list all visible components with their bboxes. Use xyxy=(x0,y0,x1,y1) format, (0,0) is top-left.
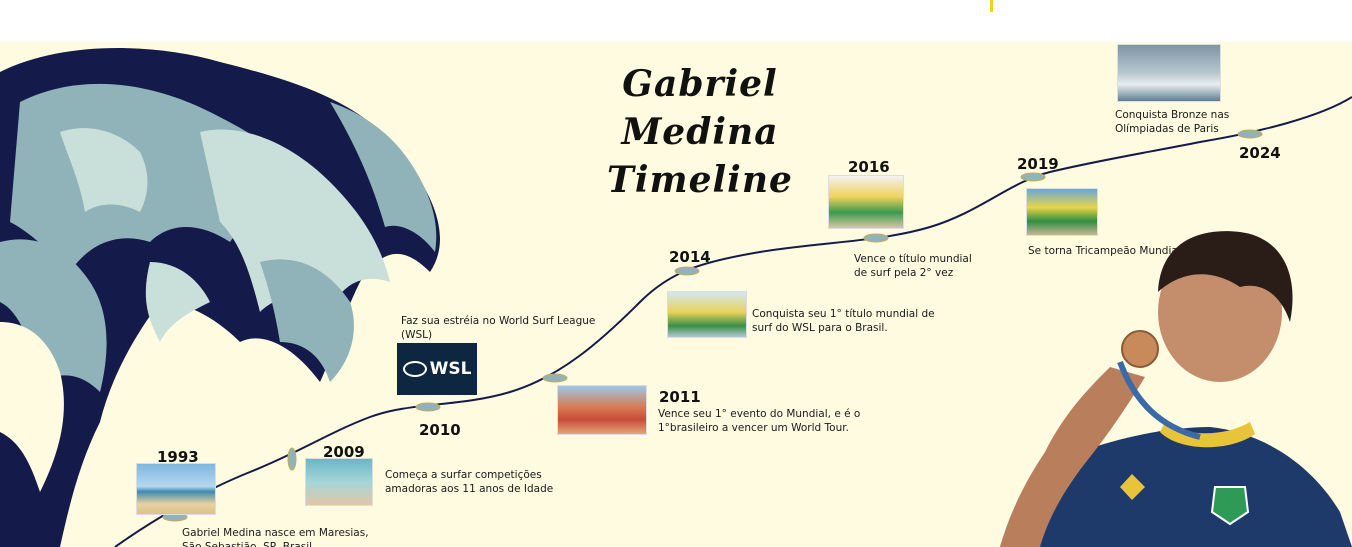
photo-beach-1993 xyxy=(136,463,216,515)
photo-young-surfer-2009 xyxy=(305,458,373,506)
page-title: Gabriel Medina Timeline xyxy=(540,60,860,204)
event-2016-text: Vence o título mundial de surf pela 2° v… xyxy=(854,253,972,279)
marker-2019 xyxy=(1020,172,1046,182)
marker-2009 xyxy=(287,447,297,471)
title-line-2: Timeline xyxy=(607,159,793,201)
photo-celebration-2011 xyxy=(557,385,647,435)
wsl-logo: WSL xyxy=(397,343,477,395)
timeline-path xyxy=(114,96,1352,547)
event-1993-text: Gabriel Medina nasce em Maresias, São Se… xyxy=(182,527,369,547)
event-2010-text: Faz sua estréia no World Surf League (WS… xyxy=(401,315,596,341)
marker-2016 xyxy=(863,233,889,243)
title-line-1: Gabriel Medina xyxy=(621,63,779,153)
year-1993: 1993 xyxy=(157,448,199,466)
event-2009-text: Começa a surfar competições amadoras aos… xyxy=(385,469,554,495)
event-2011-text: Vence seu 1° evento do Mundial, e é o 1°… xyxy=(658,408,861,434)
year-2019: 2019 xyxy=(1017,155,1059,173)
photo-champion-2014 xyxy=(667,291,747,338)
year-2009: 2009 xyxy=(323,443,365,461)
photo-tricampeao-2019 xyxy=(1026,188,1098,236)
event-2014-text: Conquista seu 1° título mundial de surf … xyxy=(752,308,935,334)
photo-trophy-2016 xyxy=(828,175,904,229)
year-2014: 2014 xyxy=(669,248,711,266)
year-2011: 2011 xyxy=(659,388,701,406)
marker-2010 xyxy=(415,402,441,412)
wsl-logo-ring-icon xyxy=(402,361,427,377)
event-2024-text: Conquista Bronze nas Olímpiadas de Paris xyxy=(1115,109,1230,135)
marker-2024 xyxy=(1237,129,1263,139)
wsl-logo-text: WSL xyxy=(429,359,472,379)
photo-olympics-2024 xyxy=(1117,44,1221,102)
year-2010: 2010 xyxy=(419,421,461,439)
wave-illustration xyxy=(0,48,440,547)
top-marker xyxy=(990,0,993,12)
marker-2014 xyxy=(674,266,700,276)
year-2024: 2024 xyxy=(1239,144,1281,162)
year-2016: 2016 xyxy=(848,158,890,176)
timeline-canvas: Gabriel Medina Timeline 1993 Gabriel Med… xyxy=(0,42,1352,547)
marker-2011 xyxy=(542,373,568,383)
athlete-with-medal-illustration xyxy=(1000,231,1352,547)
